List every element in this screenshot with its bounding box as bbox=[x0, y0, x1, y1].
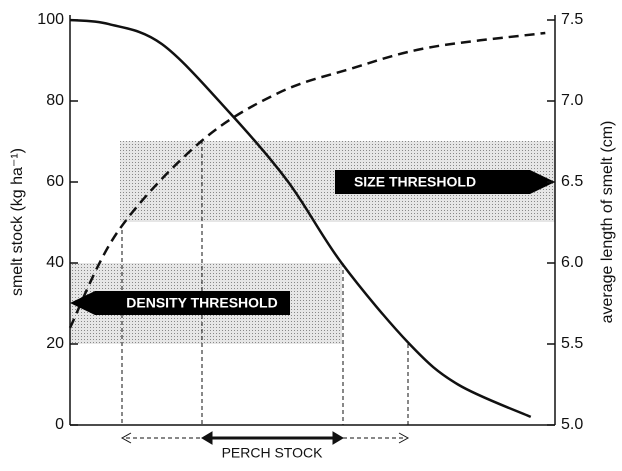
annotation: SIZE THRESHOLD bbox=[354, 174, 476, 190]
line bbox=[68, 31, 546, 329]
perch-arrows bbox=[120, 431, 410, 445]
size-arrow bbox=[335, 170, 555, 194]
y-tick-label: 20 bbox=[46, 335, 64, 352]
line bbox=[69, 18, 532, 419]
y2-axis-label: average length of smelt (cm) bbox=[599, 121, 616, 324]
y2-tick-label: 6.0 bbox=[561, 254, 583, 271]
y-tick-label: 60 bbox=[46, 173, 64, 190]
y-tick-label: 100 bbox=[37, 11, 64, 28]
y2-tick-label: 7.0 bbox=[561, 92, 583, 109]
y-axis-label: smelt stock (kg ha⁻¹) bbox=[9, 148, 26, 296]
y2-tick-label: 6.5 bbox=[561, 173, 583, 190]
axes bbox=[69, 15, 556, 426]
y-tick-label: 80 bbox=[46, 92, 64, 109]
y2-tick-label: 5.5 bbox=[561, 335, 583, 352]
density-arrow bbox=[70, 291, 290, 315]
y-tick-label: 40 bbox=[46, 254, 64, 271]
x-axis-label: PERCH STOCK bbox=[222, 445, 324, 461]
drop-lines bbox=[121, 140, 409, 425]
y-tick-label: 0 bbox=[55, 416, 64, 433]
y2-tick-label: 7.5 bbox=[561, 11, 583, 28]
annotation: DENSITY THRESHOLD bbox=[126, 295, 277, 311]
y2-tick-label: 5.0 bbox=[561, 416, 583, 433]
plot bbox=[68, 18, 546, 419]
